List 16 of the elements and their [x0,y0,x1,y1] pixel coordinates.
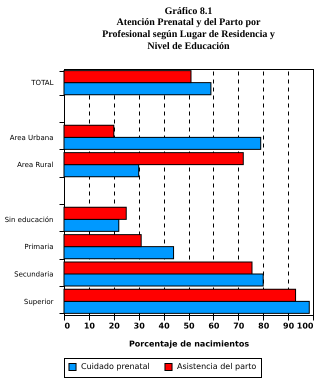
x-tick-label: 20 [108,322,120,330]
legend-label: Cuidado prenatal [81,362,150,371]
x-tick-label: 80 [258,322,270,330]
legend-label: Asistencia del parto [177,362,256,371]
x-tick-label: 100 [296,322,314,330]
x-tick-label: 60 [208,322,220,330]
x-axis-title: Porcentaje de nacimientos [128,340,250,348]
x-tick-label: 10 [84,322,96,330]
x-tick-label: 0 [64,322,70,330]
x-tick-label: 90 [283,322,295,330]
x-tick-label: 30 [134,322,146,330]
chart-subtitle: Atención Prenatal y del Parto por Profesional según Lugar de Residencia y Nivel de Educación [102,17,275,52]
x-tick-label: 70 [233,322,245,330]
x-tick-label: 50 [183,322,195,330]
chart-title: Gráfico 8.1 [164,6,212,17]
x-tick-label: 40 [158,322,170,330]
